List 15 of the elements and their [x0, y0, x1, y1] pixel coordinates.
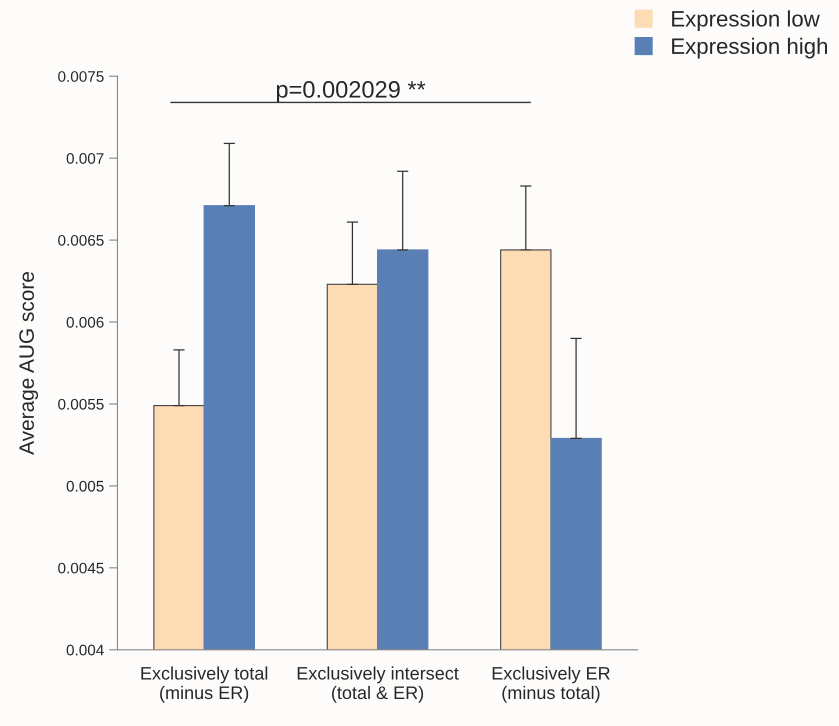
- y-tick-label: 0.0065: [58, 234, 104, 246]
- legend-label: Expression high: [672, 38, 827, 58]
- legend-label: Expression low: [672, 10, 820, 32]
- y-tick-label: 0.006: [66, 316, 104, 328]
- y-tick-label: 0.0055: [58, 398, 104, 410]
- y-tick-label: 0.004: [66, 644, 104, 656]
- annotation: p=0.002029 **: [276, 81, 426, 102]
- y-tick-label: 0.0045: [58, 562, 104, 574]
- y-tick-label: 0.005: [66, 480, 104, 492]
- y-axis-title: Average AUG score: [19, 272, 38, 455]
- y-tick-label: 0.0075: [58, 71, 104, 82]
- x-tick-label: Exclusively ER (minus total): [492, 666, 610, 703]
- x-tick-label: Exclusively total (minus ER): [141, 666, 268, 703]
- y-tick-label: 0.007: [66, 153, 104, 164]
- x-tick-label: Exclusively intersect (total & ER): [298, 666, 459, 703]
